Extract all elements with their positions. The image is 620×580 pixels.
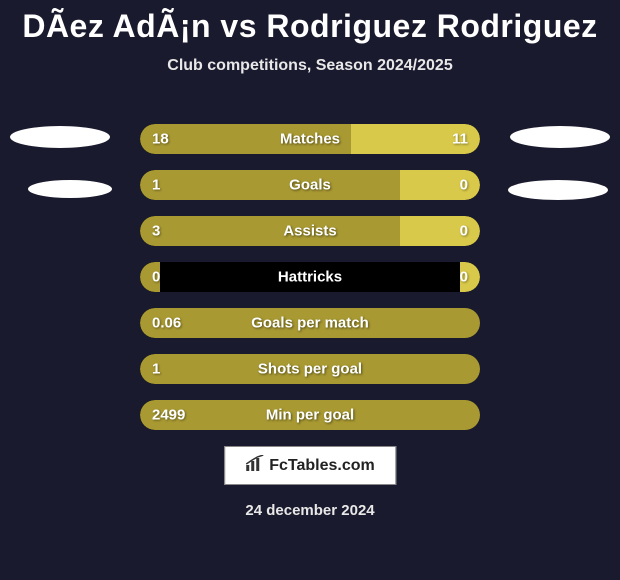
chart-icon (245, 455, 265, 476)
fctables-logo[interactable]: FcTables.com (224, 446, 396, 485)
stat-metric-label: Shots per goal (258, 361, 362, 378)
stat-value-left: 2499 (152, 407, 185, 424)
stat-value-right: 0 (460, 223, 468, 240)
stat-value-left: 0 (152, 269, 160, 286)
stat-metric-label: Goals per match (251, 315, 369, 332)
stat-row: 3 0 Assists (140, 216, 480, 246)
stat-metric-label: Hattricks (278, 269, 342, 286)
player-left-shape-2 (28, 180, 112, 198)
stat-bar-left (140, 216, 400, 246)
comparison-chart: 18 11 Matches 1 0 Goals 3 0 Assists 0 0 Hattricks 0.… (140, 124, 480, 446)
stat-value-right: 11 (452, 131, 468, 148)
stat-row: 1 Shots per goal (140, 354, 480, 384)
stat-value-left: 3 (152, 223, 160, 240)
stat-value-left: 18 (152, 131, 169, 148)
stat-value-left: 1 (152, 177, 160, 194)
stat-metric-label: Matches (280, 131, 340, 148)
stat-bar-right (400, 216, 480, 246)
stat-value-right: 0 (460, 177, 468, 194)
stat-value-left: 0.06 (152, 315, 181, 332)
player-right-shape-1 (510, 126, 610, 148)
stat-bar-left (140, 170, 400, 200)
logo-text: FcTables.com (269, 457, 375, 475)
stat-row: 0 0 Hattricks (140, 262, 480, 292)
stat-value-right: 0 (460, 269, 468, 286)
stat-metric-label: Assists (283, 223, 336, 240)
stat-value-left: 1 (152, 361, 160, 378)
stat-row: 0.06 Goals per match (140, 308, 480, 338)
page-title: DÃez AdÃ¡n vs Rodriguez Rodriguez (0, 0, 620, 45)
subtitle: Club competitions, Season 2024/2025 (0, 57, 620, 75)
stat-bar-right (400, 170, 480, 200)
stat-row: 18 11 Matches (140, 124, 480, 154)
stat-metric-label: Goals (289, 177, 331, 194)
date-text: 24 december 2024 (245, 502, 374, 519)
player-right-shape-2 (508, 180, 608, 200)
stat-row: 1 0 Goals (140, 170, 480, 200)
player-left-shape-1 (10, 126, 110, 148)
stat-metric-label: Min per goal (266, 407, 354, 424)
stat-row: 2499 Min per goal (140, 400, 480, 430)
